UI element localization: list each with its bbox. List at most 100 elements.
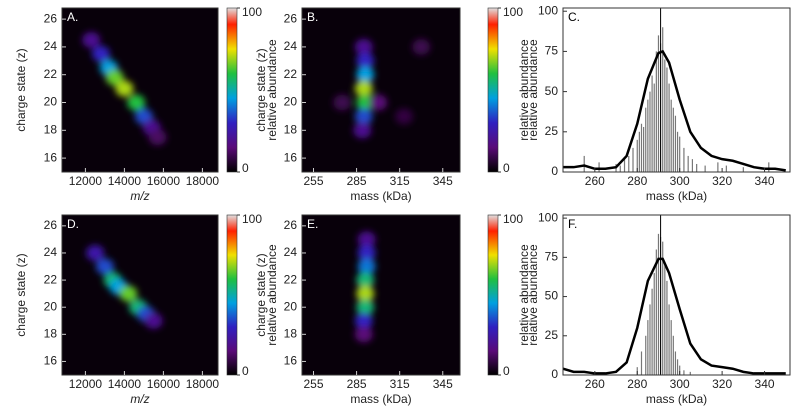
y-tick-label: 75 xyxy=(545,44,559,58)
heat-cell xyxy=(412,38,431,55)
colorbar-tick-label: 100 xyxy=(242,212,262,226)
heat-cell xyxy=(356,66,375,83)
y-axis-label: charge state (z) xyxy=(14,48,28,131)
plot-area xyxy=(62,8,218,172)
y-tick-label: 20 xyxy=(284,299,298,313)
x-tick-label: 340 xyxy=(755,377,775,391)
x-tick-label: 260 xyxy=(585,377,605,391)
panel: 260 280 300 320 340 0 25 50 75 100 mass (kDa) relat… xyxy=(517,210,791,406)
panel: 255 285 315 345 16 18 20 22 24 26 mass (kDa) charge… xyxy=(254,212,540,406)
plot-area xyxy=(302,215,460,375)
panel: 12000 14000 16000 18000 16 18 20 22 24 26 m/z charg… xyxy=(14,5,279,203)
y-tick-label: 22 xyxy=(44,272,58,286)
heatmap xyxy=(354,231,376,343)
y-tick-label: 20 xyxy=(44,95,58,109)
colorbar-label: relative abundance xyxy=(526,244,540,346)
heat-cell xyxy=(394,108,413,125)
heat-cell xyxy=(356,285,375,302)
y-axis-label: relative abundance xyxy=(517,244,531,346)
heatmap xyxy=(86,244,163,329)
y-tick-label: 18 xyxy=(44,326,58,340)
heat-cell xyxy=(354,38,373,55)
colorbar xyxy=(226,7,238,173)
y-axis-label: charge state (z) xyxy=(14,253,28,336)
heat-cell xyxy=(356,94,375,111)
plot-frame xyxy=(562,214,791,376)
x-tick-label: 320 xyxy=(712,377,732,391)
y-tick-label: 26 xyxy=(284,11,298,25)
x-tick-label: 255 xyxy=(303,174,323,188)
heat-cell xyxy=(115,80,134,97)
y-tick-label: 100 xyxy=(538,3,558,17)
heat-cell xyxy=(105,69,124,86)
x-tick-label: 12000 xyxy=(69,377,103,391)
x-tick-label: 16000 xyxy=(147,174,181,188)
y-tick-label: 20 xyxy=(284,95,298,109)
y-axis-label: charge state (z) xyxy=(254,48,268,131)
x-tick-label: 14000 xyxy=(108,377,142,391)
x-tick-label: 285 xyxy=(347,377,367,391)
y-tick-label: 22 xyxy=(44,67,58,81)
y-tick-label: 16 xyxy=(284,150,298,164)
colorbar-label: relative abundance xyxy=(265,39,279,141)
panel-label: E. xyxy=(307,217,318,231)
y-tick-label: 0 xyxy=(551,367,558,381)
x-tick-label: 255 xyxy=(303,377,323,391)
y-tick-label: 25 xyxy=(545,328,559,342)
x-tick-label: 18000 xyxy=(186,377,220,391)
colorbar-tick-label: 100 xyxy=(503,5,523,19)
x-tick-label: 12000 xyxy=(69,174,103,188)
heat-cell xyxy=(356,272,375,289)
y-tick-label: 24 xyxy=(44,39,58,53)
y-tick-label: 16 xyxy=(44,150,58,164)
panel-label: D. xyxy=(67,217,79,231)
colorbar-tick-label: 0 xyxy=(242,364,249,378)
plot-frame xyxy=(301,214,461,376)
panel-label: F. xyxy=(568,217,577,231)
x-axis-label: mass (kDa) xyxy=(350,392,411,406)
plot-frame xyxy=(61,214,219,376)
x-axis-label: m/z xyxy=(130,392,149,406)
x-tick-label: 280 xyxy=(627,377,647,391)
plot-frame xyxy=(562,7,791,173)
y-tick-label: 50 xyxy=(545,84,559,98)
series-group xyxy=(563,8,786,172)
plot-frame xyxy=(61,7,219,173)
y-tick-label: 24 xyxy=(284,245,298,259)
heat-cell xyxy=(354,108,373,125)
heat-cell xyxy=(127,94,146,111)
x-tick-label: 315 xyxy=(390,377,410,391)
x-axis-label: m/z xyxy=(130,189,149,203)
x-tick-label: 315 xyxy=(390,174,410,188)
heat-cell xyxy=(119,285,138,302)
panel: 260 280 300 320 340 0 25 50 75 100 mass (kDa) relat… xyxy=(517,3,791,203)
x-tick-label: 260 xyxy=(585,174,605,188)
colorbar xyxy=(487,214,499,376)
y-tick-label: 26 xyxy=(44,218,58,232)
heat-cell xyxy=(353,122,372,139)
x-tick-label: 300 xyxy=(670,377,690,391)
heatmap xyxy=(82,31,167,146)
x-axis-label: mass (kDa) xyxy=(646,392,707,406)
y-tick-label: 100 xyxy=(538,210,558,224)
y-tick-label: 22 xyxy=(284,67,298,81)
colorbar-tick-label: 0 xyxy=(503,161,510,175)
plot-frame xyxy=(301,7,461,173)
y-tick-label: 25 xyxy=(545,124,559,138)
x-tick-label: 18000 xyxy=(186,174,220,188)
colorbar-tick-label: 100 xyxy=(503,212,523,226)
x-axis-label: mass (kDa) xyxy=(646,189,707,203)
y-axis-label: charge state (z) xyxy=(254,253,268,336)
y-axis-label: relative abundance xyxy=(517,39,531,141)
x-tick-label: 280 xyxy=(627,174,647,188)
panel-label: B. xyxy=(307,10,318,24)
heat-cell xyxy=(354,80,373,97)
panel-label: C. xyxy=(568,10,580,24)
profile-line xyxy=(563,257,786,375)
colorbar-tick-label: 0 xyxy=(242,161,249,175)
panel-label: A. xyxy=(67,10,78,24)
y-tick-label: 50 xyxy=(545,289,559,303)
heat-cell xyxy=(356,52,375,69)
colorbar-tick-label: 0 xyxy=(503,364,510,378)
